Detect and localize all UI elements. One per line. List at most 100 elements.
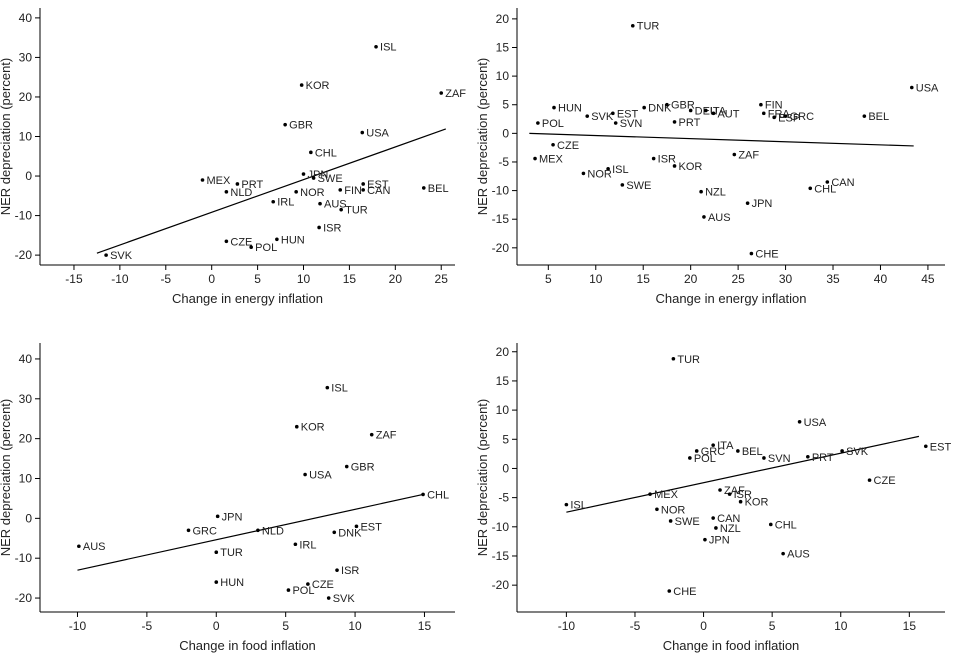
- point: [711, 111, 716, 116]
- point-label: PRT: [812, 452, 834, 464]
- point: [235, 182, 240, 186]
- point: [581, 171, 586, 176]
- point: [762, 456, 766, 460]
- point-label: USA: [366, 128, 389, 140]
- x-tick-label: -5: [630, 619, 641, 633]
- point-label: NOR: [661, 504, 686, 516]
- point-label: POL: [694, 453, 716, 465]
- y-axis-label: NER depreciation (percent): [475, 399, 490, 557]
- point-label: ITA: [717, 440, 734, 452]
- y-tick-label: 20: [496, 345, 510, 359]
- point-label: ISR: [341, 565, 359, 577]
- point: [338, 188, 343, 192]
- point-label: SVK: [591, 111, 614, 123]
- point-label: CZE: [230, 236, 252, 248]
- point: [354, 524, 359, 529]
- y-tick-label: 20: [19, 90, 33, 104]
- x-tick-label: 25: [731, 272, 745, 286]
- point-label: BEL: [868, 111, 889, 123]
- point-label: BEL: [428, 183, 449, 195]
- point-label: AUS: [708, 212, 731, 224]
- x-tick-label: 5: [769, 619, 776, 633]
- y-tick-label: -15: [492, 549, 510, 563]
- x-axis-label: Change in food inflation: [179, 638, 316, 653]
- point: [671, 356, 676, 361]
- point-label: SWE: [626, 180, 651, 192]
- point: [536, 121, 540, 125]
- x-axis-label: Change in energy inflation: [172, 291, 323, 306]
- point-label: NLD: [262, 525, 284, 537]
- point: [749, 251, 754, 256]
- point: [301, 172, 306, 176]
- point-label: SVK: [110, 250, 133, 262]
- point: [421, 492, 425, 497]
- point: [630, 23, 635, 28]
- point: [923, 444, 928, 449]
- point: [806, 454, 810, 459]
- x-tick-label: 0: [700, 619, 707, 633]
- point: [909, 85, 914, 90]
- point-label: CHL: [315, 147, 337, 159]
- point: [317, 225, 321, 230]
- point: [249, 245, 253, 250]
- point-label: CHE: [755, 249, 778, 261]
- point: [727, 492, 732, 496]
- point-label: USA: [916, 83, 939, 95]
- x-axis-label: Change in food inflation: [663, 638, 800, 653]
- x-tick-label: -5: [142, 619, 153, 633]
- x-axis-label: Change in energy inflation: [655, 291, 806, 306]
- y-tick-label: 20: [19, 432, 33, 446]
- y-tick-label: -20: [15, 591, 33, 605]
- point: [332, 530, 337, 535]
- x-tick-label: 15: [903, 619, 917, 633]
- point: [867, 478, 872, 482]
- fit-line: [529, 132, 914, 147]
- y-tick-label: 15: [496, 374, 510, 388]
- y-tick-label: 0: [502, 126, 509, 140]
- point: [611, 111, 615, 116]
- y-tick-label: -10: [492, 520, 510, 534]
- point: [672, 120, 677, 124]
- point: [361, 182, 365, 186]
- point: [294, 190, 298, 194]
- point-label: DNK: [338, 527, 362, 539]
- point-label: AUT: [717, 108, 739, 120]
- point-label: EST: [360, 521, 382, 533]
- point: [326, 596, 331, 600]
- point: [825, 180, 830, 184]
- point-label: CHE: [673, 586, 696, 598]
- point-label: USA: [804, 417, 827, 429]
- point-label: GRC: [193, 525, 218, 537]
- point-label: POL: [255, 242, 277, 254]
- x-tick-label: 15: [418, 619, 432, 633]
- point-label: TUR: [677, 354, 700, 366]
- point-label: TUR: [637, 21, 660, 33]
- y-tick-label: 20: [496, 12, 510, 26]
- point: [711, 443, 715, 447]
- point: [688, 456, 692, 460]
- y-tick-label: -20: [15, 248, 33, 262]
- x-tick-label: 0: [213, 619, 220, 633]
- point-label: KOR: [306, 80, 330, 92]
- point: [439, 91, 444, 95]
- point: [862, 114, 867, 118]
- x-tick-label: -10: [111, 272, 129, 286]
- point: [694, 449, 699, 453]
- point: [768, 522, 773, 527]
- point-label: GRC: [701, 446, 726, 458]
- point-label: SVN: [620, 118, 643, 130]
- point-label: NZL: [705, 187, 726, 199]
- point-label: ISL: [612, 164, 629, 176]
- y-tick-label: 5: [502, 98, 509, 112]
- point-label: MEX: [539, 154, 564, 166]
- fit-line: [566, 435, 920, 513]
- y-tick-label: 30: [19, 392, 33, 406]
- point: [283, 122, 287, 127]
- point-label: FIN: [344, 185, 362, 197]
- point: [738, 499, 743, 504]
- point-label: ZAF: [738, 150, 759, 162]
- point-label: NOR: [587, 168, 612, 180]
- point: [311, 176, 316, 180]
- x-tick-label: 25: [435, 272, 449, 286]
